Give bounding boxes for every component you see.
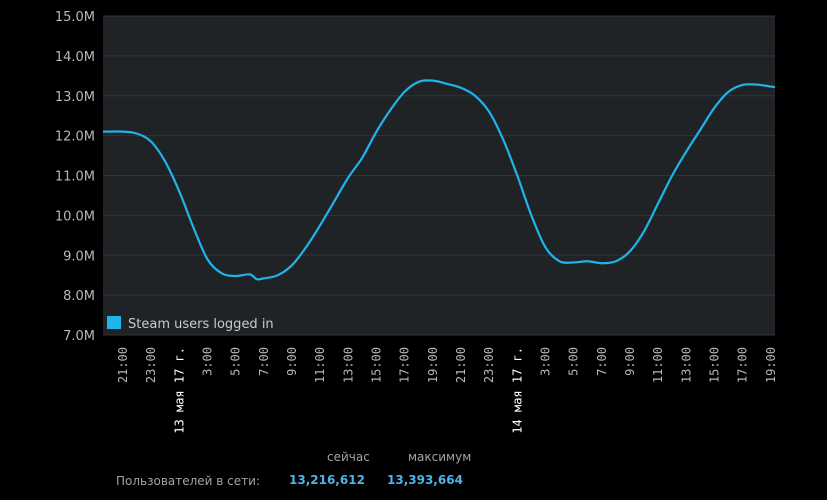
x-tick-label: 21:00	[454, 347, 468, 383]
x-tick-label: 5:00	[229, 347, 243, 376]
x-tick-label: 14 мая 17 г.	[510, 347, 524, 434]
x-tick-label: 23:00	[482, 347, 496, 383]
x-tick-label: 7:00	[595, 347, 609, 376]
y-tick-label: 13.0M	[55, 90, 95, 105]
legend[interactable]: Steam users logged in	[107, 316, 274, 332]
x-tick-label: 17:00	[398, 347, 412, 383]
x-tick-label: 19:00	[764, 347, 778, 383]
y-tick-label: 9.0M	[63, 249, 95, 264]
y-tick-label: 10.0M	[55, 209, 95, 224]
y-tick-label: 14.0M	[55, 50, 95, 65]
header-now: сейчас	[327, 450, 370, 464]
y-tick-label: 12.0M	[55, 130, 95, 145]
x-tick-label: 7:00	[257, 347, 271, 376]
users-online-label: Пользователей в сети:	[116, 474, 260, 488]
y-tick-label: 7.0M	[63, 329, 95, 344]
x-tick-label: 23:00	[144, 347, 158, 383]
header-max: максимум	[408, 450, 472, 464]
y-tick-label: 15.0M	[55, 10, 95, 25]
x-tick-label: 13:00	[679, 347, 693, 383]
x-tick-label: 3:00	[538, 347, 552, 376]
x-tick-label: 9:00	[623, 347, 637, 376]
users-now-value: 13,216,612	[289, 473, 365, 487]
x-tick-label: 17:00	[736, 347, 750, 383]
x-tick-label: 3:00	[200, 347, 214, 376]
y-tick-label: 8.0M	[63, 289, 95, 304]
users-max-value: 13,393,664	[387, 473, 463, 487]
x-tick-label: 15:00	[369, 347, 383, 383]
x-tick-label: 21:00	[116, 347, 130, 383]
x-tick-label: 19:00	[426, 347, 440, 383]
line-chart: 7.0M 8.0M 9.0M 10.0M 11.0M 12.0M 13.0M 14.0M 15.…	[55, 10, 778, 434]
y-tick-label: 11.0M	[55, 170, 95, 185]
x-tick-label: 15:00	[707, 347, 721, 383]
x-tick-label: 5:00	[567, 347, 581, 376]
legend-swatch	[107, 316, 121, 329]
x-tick-label: 9:00	[285, 347, 299, 376]
x-tick-label: 11:00	[313, 347, 327, 383]
x-tick-label: 13:00	[341, 347, 355, 383]
legend-label: Steam users logged in	[128, 317, 274, 332]
x-tick-label: 13 мая 17 г.	[172, 347, 186, 434]
x-tick-label: 11:00	[651, 347, 665, 383]
